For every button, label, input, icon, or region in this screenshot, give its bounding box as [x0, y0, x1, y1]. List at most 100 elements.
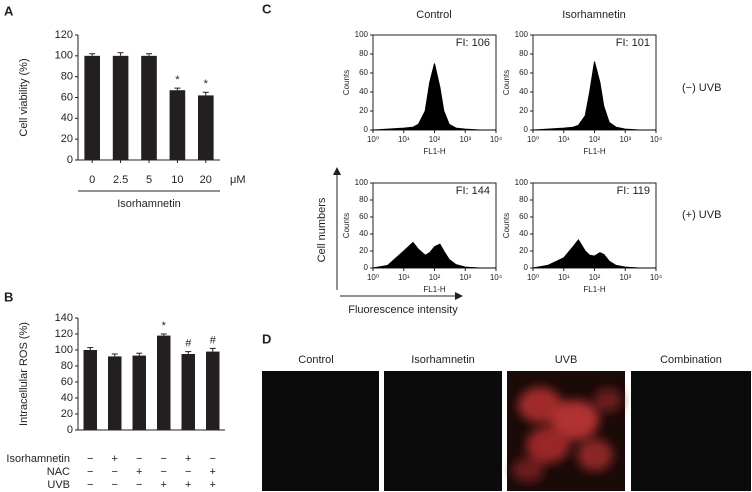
y-tick-label: 120 [55, 328, 73, 340]
micrograph [631, 371, 751, 491]
y-tick-label: 80 [519, 49, 528, 58]
x-axis-label: FL1-H [583, 147, 605, 156]
panel-letter: D [262, 331, 271, 346]
histogram-area [532, 61, 656, 131]
condition-sign: − [112, 479, 118, 491]
y-tick-label: 60 [519, 212, 528, 221]
y-tick-label: 60 [61, 91, 73, 103]
y-tick-label: 100 [55, 344, 73, 356]
y-tick-label: 100 [355, 30, 369, 39]
x-tick-label: 10² [429, 273, 441, 282]
y-tick-label: 80 [61, 360, 73, 372]
fi-label: FI: 144 [456, 185, 490, 197]
y-tick-label: 80 [519, 195, 528, 204]
significance-marker: * [175, 74, 180, 86]
x-tick-label: 10⁰ [367, 273, 379, 282]
y-tick-label: 0 [364, 263, 369, 272]
image-label: Combination [660, 354, 722, 366]
y-tick-label: 0 [67, 424, 73, 436]
y-tick-label: 100 [355, 178, 369, 187]
x-tick-label: 10³ [459, 273, 471, 282]
condition-sign: − [161, 466, 167, 478]
arrow-label: Fluorescence intensity [348, 304, 458, 316]
bar [132, 355, 146, 430]
histogram-area [372, 241, 496, 269]
panel-letter: A [4, 3, 14, 18]
row-label: (+) UVB [682, 209, 721, 221]
x-axis-label: FL1-H [583, 285, 605, 294]
y-tick-label: 40 [519, 87, 528, 96]
x-tick-label: 10² [589, 135, 601, 144]
histogram-area [372, 63, 496, 131]
y-tick-label: 20 [359, 106, 368, 115]
image-label: UVB [555, 354, 578, 366]
x-tick-label: 2.5 [113, 174, 128, 186]
x-tick-label: 10² [589, 273, 601, 282]
bar [112, 55, 129, 161]
x-axis-label: FL1-H [423, 285, 445, 294]
x-tick-label: 10³ [619, 135, 631, 144]
condition-sign: − [87, 453, 93, 465]
y-tick-label: 0 [524, 263, 529, 272]
image-label: Control [298, 354, 333, 366]
y-axis-label: Counts [502, 70, 511, 95]
y-tick-label: 60 [519, 68, 528, 77]
x-tick-label: 20 [200, 174, 212, 186]
panel-letter: B [4, 289, 13, 304]
y-tick-label: 20 [359, 246, 368, 255]
y-tick-label: 100 [515, 178, 529, 187]
y-tick-label: 120 [55, 29, 73, 41]
significance-marker: # [210, 334, 217, 346]
y-axis-label: Counts [502, 213, 511, 238]
x-tick-label: 10³ [619, 273, 631, 282]
y-tick-label: 80 [359, 195, 368, 204]
y-tick-label: 40 [519, 229, 528, 238]
bar [157, 335, 171, 430]
condition-label: UVB [47, 479, 70, 491]
bar [84, 55, 101, 161]
y-axis-label: Counts [342, 213, 351, 238]
cell-staining [512, 387, 622, 482]
fi-label: FI: 106 [456, 37, 490, 49]
row-label: (−) UVB [682, 82, 721, 94]
bar [206, 351, 220, 430]
fi-label: FI: 119 [617, 185, 650, 197]
bar [181, 354, 195, 430]
x-tick-label: 10¹ [398, 135, 410, 144]
condition-sign: + [112, 453, 118, 465]
bar [108, 356, 122, 430]
panel-letter: C [262, 1, 272, 16]
y-tick-label: 20 [519, 246, 528, 255]
column-heading: Isorhamnetin [562, 9, 626, 21]
condition-sign: + [136, 466, 142, 478]
x-tick-label: 10⁴ [490, 135, 503, 144]
y-tick-label: 100 [515, 30, 529, 39]
y-axis-label: Intracellular ROS (%) [18, 322, 30, 426]
significance-marker: * [204, 78, 209, 90]
condition-sign: + [161, 479, 167, 491]
condition-sign: − [112, 466, 118, 478]
condition-sign: + [210, 479, 216, 491]
y-tick-label: 0 [67, 154, 73, 166]
image-label: Isorhamnetin [411, 354, 475, 366]
y-tick-label: 40 [359, 229, 368, 238]
bar [169, 90, 186, 160]
condition-sign: + [210, 466, 216, 478]
x-tick-label: 10⁰ [367, 135, 379, 144]
fi-label: FI: 101 [616, 37, 650, 49]
condition-sign: − [136, 453, 142, 465]
y-tick-label: 80 [359, 49, 368, 58]
x-tick-label: 5 [146, 174, 152, 186]
bar [141, 55, 157, 161]
x-tick-label: 10³ [459, 135, 471, 144]
condition-sign: + [185, 453, 191, 465]
x-unit: μM [230, 174, 246, 186]
x-tick-label: 10² [429, 135, 441, 144]
x-tick-label: 0 [89, 174, 95, 186]
x-tick-label: 10 [171, 174, 183, 186]
x-tick-label: 10⁴ [650, 273, 663, 282]
x-tick-label: 10⁰ [527, 273, 539, 282]
y-tick-label: 140 [55, 312, 73, 324]
condition-sign: − [136, 479, 142, 491]
condition-sign: − [161, 453, 167, 465]
